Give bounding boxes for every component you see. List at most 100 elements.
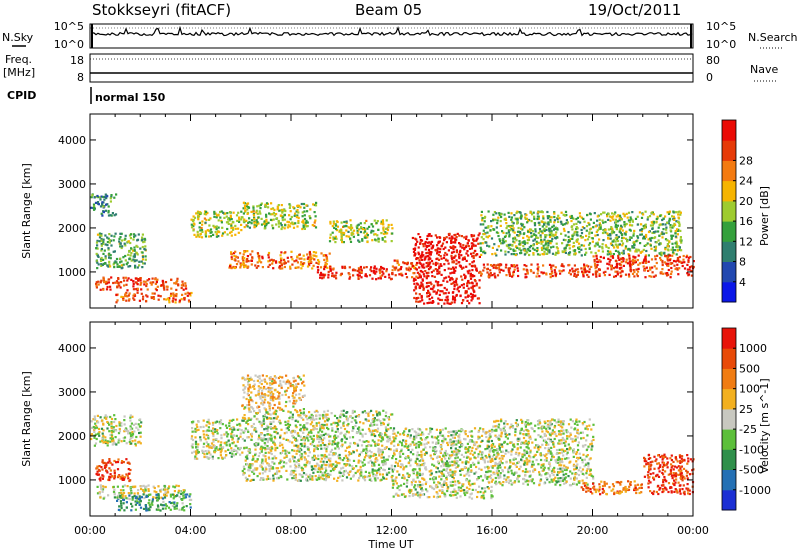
data-cell: [358, 274, 361, 277]
data-cell: [246, 377, 249, 380]
data-cell: [588, 231, 591, 234]
data-cell: [615, 238, 619, 241]
data-cell: [455, 251, 459, 254]
data-cell: [629, 270, 632, 273]
data-cell: [207, 443, 210, 446]
data-cell: [651, 266, 654, 269]
data-cell: [93, 430, 96, 434]
data-cell: [99, 288, 102, 291]
data-cell: [120, 504, 123, 507]
data-cell: [425, 265, 428, 268]
data-cell: [191, 427, 194, 430]
data-cell: [288, 203, 291, 206]
data-cell: [379, 272, 382, 275]
data-cell: [611, 227, 614, 230]
data-cell: [554, 227, 557, 230]
data-cell: [421, 266, 424, 269]
data-cell: [325, 257, 329, 260]
data-cell: [272, 392, 275, 396]
data-cell: [644, 258, 647, 261]
data-cell: [278, 265, 282, 268]
data-cell: [453, 280, 456, 283]
data-cell: [110, 276, 113, 279]
data-cell: [574, 268, 577, 271]
data-cell: [292, 392, 295, 395]
data-cell: [415, 297, 418, 300]
data-cell: [130, 422, 133, 425]
data-cell: [472, 238, 475, 241]
data-cell: [192, 220, 195, 223]
data-cell: [382, 476, 385, 479]
data-cell: [163, 504, 166, 507]
data-cell: [625, 212, 628, 215]
data-cell: [495, 231, 498, 234]
data-cell: [114, 213, 118, 216]
data-cell: [468, 247, 472, 250]
data-cell: [370, 479, 373, 482]
data-cell: [271, 262, 274, 265]
data-cell: [434, 268, 437, 271]
data-cell: [292, 405, 295, 408]
data-cell: [303, 384, 306, 387]
data-cell: [640, 230, 643, 233]
data-cell: [166, 491, 170, 494]
data-cell: [325, 262, 328, 266]
colorbar-segment: [722, 200, 736, 222]
data-cell: [113, 266, 116, 269]
data-cell: [368, 474, 371, 477]
data-cell: [296, 225, 299, 228]
data-cell: [157, 294, 160, 297]
data-cell: [275, 213, 278, 216]
data-cell: [104, 209, 107, 212]
data-cell: [233, 255, 236, 258]
data-cell: [617, 254, 620, 257]
data-cell: [186, 493, 189, 496]
data-cell: [664, 223, 667, 226]
data-cell: [316, 271, 319, 274]
data-cell: [546, 217, 550, 220]
data-cell: [645, 266, 648, 269]
data-cell: [468, 263, 471, 266]
data-cell: [247, 221, 250, 225]
data-cell: [315, 424, 318, 427]
data-cell: [237, 437, 240, 440]
data-cell: [437, 302, 440, 305]
station-title: Stokkseyri (fitACF): [92, 1, 231, 19]
data-cell: [260, 261, 263, 264]
y-tick-label: 1000: [58, 266, 86, 279]
data-cell: [323, 254, 326, 257]
data-cell: [129, 254, 132, 257]
data-cell: [478, 255, 481, 258]
data-cell: [268, 409, 271, 412]
data-cell: [492, 266, 495, 269]
data-cell: [332, 421, 335, 424]
data-cell: [417, 246, 420, 249]
data-cell: [233, 428, 236, 431]
data-cell: [264, 458, 267, 461]
data-cell: [102, 279, 105, 282]
data-cell: [321, 423, 324, 426]
data-cell: [637, 249, 641, 252]
data-cell: [245, 479, 248, 482]
data-cell: [303, 210, 306, 213]
data-cell: [564, 251, 567, 254]
data-cell: [582, 272, 585, 275]
data-cell: [452, 267, 455, 271]
data-cell: [435, 291, 438, 294]
data-cell: [108, 256, 111, 259]
data-cell: [263, 441, 266, 445]
data-cell: [206, 420, 209, 424]
data-cell: [560, 270, 563, 273]
data-cell: [298, 253, 301, 256]
data-cell: [293, 387, 296, 390]
data-cell: [666, 221, 669, 224]
data-cell: [619, 263, 623, 266]
data-cell: [123, 423, 126, 426]
data-cell: [394, 268, 397, 271]
data-cell: [397, 269, 400, 272]
data-cell: [253, 221, 256, 224]
data-cell: [312, 438, 315, 441]
data-cell: [652, 231, 656, 234]
data-cell: [300, 261, 303, 264]
data-cell: [125, 458, 128, 461]
